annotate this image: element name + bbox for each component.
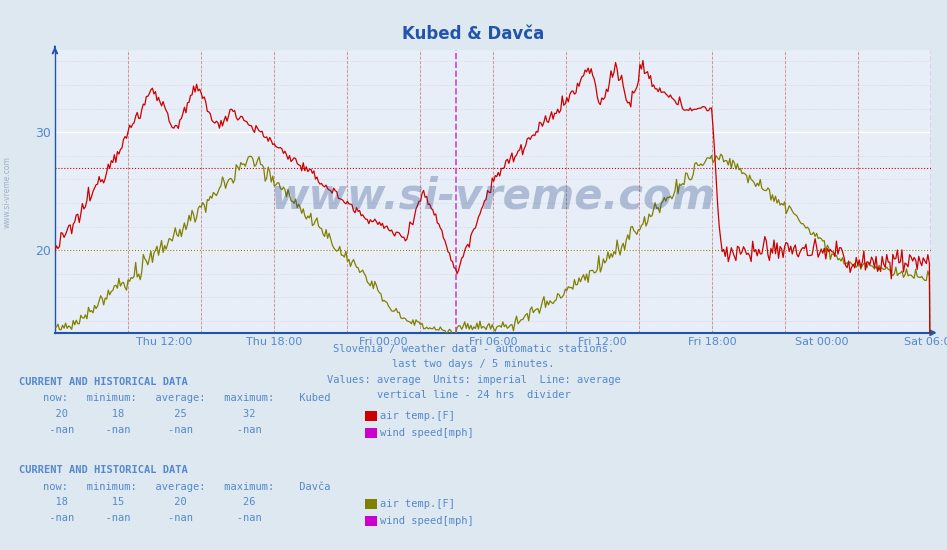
Text: CURRENT AND HISTORICAL DATA: CURRENT AND HISTORICAL DATA bbox=[19, 377, 188, 387]
Text: -nan     -nan      -nan       -nan: -nan -nan -nan -nan bbox=[43, 513, 261, 523]
Text: 18       15        20         26: 18 15 20 26 bbox=[43, 497, 255, 507]
Text: www.si-vreme.com: www.si-vreme.com bbox=[271, 176, 715, 218]
Text: -nan     -nan      -nan       -nan: -nan -nan -nan -nan bbox=[43, 425, 261, 435]
Text: air temp.[F]: air temp.[F] bbox=[380, 411, 455, 421]
Text: now:   minimum:   average:   maximum:    Davča: now: minimum: average: maximum: Davča bbox=[43, 481, 331, 492]
Text: air temp.[F]: air temp.[F] bbox=[380, 499, 455, 509]
Text: wind speed[mph]: wind speed[mph] bbox=[380, 428, 474, 438]
Text: www.si-vreme.com: www.si-vreme.com bbox=[3, 157, 12, 228]
Text: wind speed[mph]: wind speed[mph] bbox=[380, 516, 474, 526]
Text: 20       18        25         32: 20 18 25 32 bbox=[43, 409, 255, 419]
Text: Slovenia / weather data - automatic stations.: Slovenia / weather data - automatic stat… bbox=[333, 344, 614, 354]
Text: Kubed & Davča: Kubed & Davča bbox=[402, 25, 545, 43]
Text: vertical line - 24 hrs  divider: vertical line - 24 hrs divider bbox=[377, 390, 570, 400]
Text: Values: average  Units: imperial  Line: average: Values: average Units: imperial Line: av… bbox=[327, 375, 620, 384]
Text: last two days / 5 minutes.: last two days / 5 minutes. bbox=[392, 359, 555, 369]
Text: now:   minimum:   average:   maximum:    Kubed: now: minimum: average: maximum: Kubed bbox=[43, 393, 331, 403]
Text: CURRENT AND HISTORICAL DATA: CURRENT AND HISTORICAL DATA bbox=[19, 465, 188, 475]
